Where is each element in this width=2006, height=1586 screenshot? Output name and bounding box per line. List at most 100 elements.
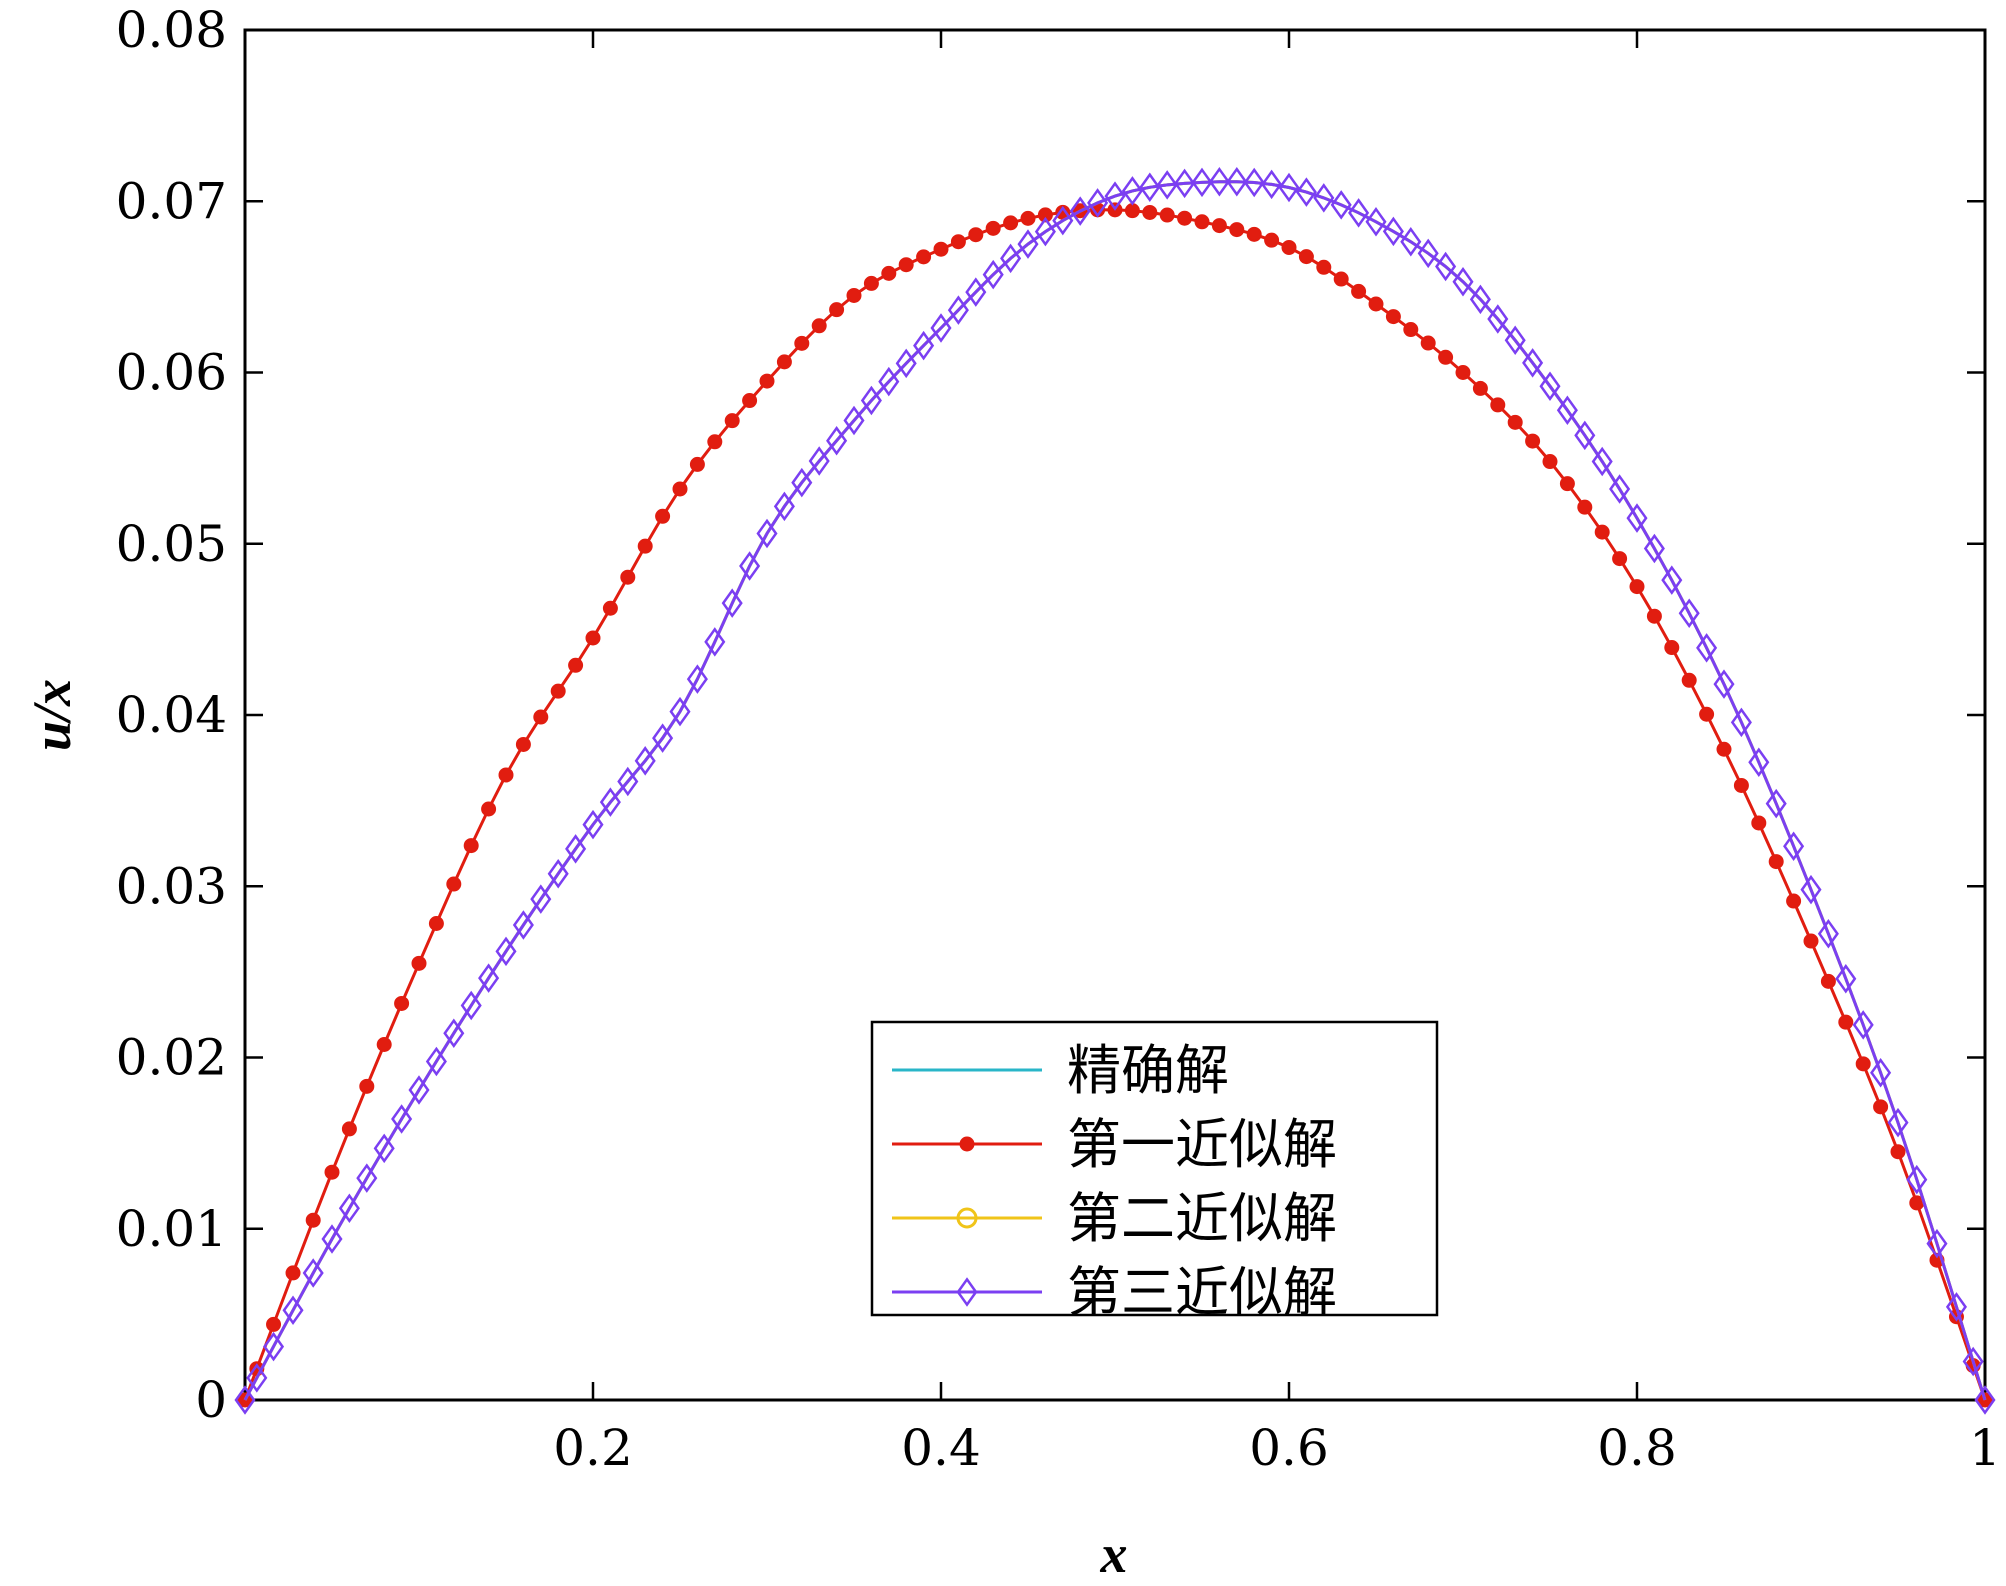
- series-marker: [446, 876, 462, 892]
- series-marker: [324, 1164, 340, 1180]
- series-marker: [1017, 229, 1039, 259]
- series-marker: [881, 265, 897, 281]
- series-marker: [634, 746, 656, 776]
- series-marker: [338, 1193, 360, 1224]
- series-marker: [1678, 598, 1700, 629]
- series-marker: [1800, 874, 1822, 905]
- series-marker: [1873, 1099, 1889, 1115]
- series-marker: [1417, 238, 1439, 269]
- series-line: [243, 180, 1987, 1401]
- series-marker: [302, 1258, 324, 1288]
- series-marker: [672, 481, 688, 497]
- series-marker: [1142, 204, 1158, 220]
- series-marker: [652, 723, 674, 753]
- series-marker: [1452, 266, 1474, 297]
- series-marker: [1733, 777, 1749, 793]
- series-marker: [1226, 166, 1248, 197]
- series-marker: [1522, 348, 1544, 378]
- y-tick-label: 0.02: [116, 1029, 227, 1087]
- series-marker: [1504, 325, 1526, 356]
- series-marker: [1906, 1164, 1928, 1195]
- series-marker: [1556, 395, 1578, 426]
- series-marker: [916, 249, 932, 265]
- series-marker: [515, 736, 531, 752]
- series-marker: [1313, 183, 1335, 213]
- legend-item: 第一近似解: [892, 1113, 1337, 1176]
- y-tick-label: 0.06: [116, 344, 227, 402]
- legend-label: 第三近似解: [1067, 1261, 1337, 1324]
- series-marker: [1159, 207, 1175, 223]
- series-marker: [1559, 476, 1575, 492]
- series-marker: [968, 227, 984, 243]
- series-marker: [756, 518, 778, 549]
- series-marker: [1646, 608, 1662, 624]
- y-axis: 0 0.01 0.02 0.03 0.04 0.05 0.06 0.07 0.08: [116, 1, 1985, 1429]
- series-marker: [359, 1078, 375, 1094]
- series-marker: [1003, 215, 1019, 231]
- legend-item: 第二近似解: [892, 1187, 1337, 1250]
- series-marker: [1768, 854, 1784, 870]
- series-marker: [1455, 365, 1471, 380]
- series-marker: [1820, 973, 1836, 989]
- series-marker: [1765, 788, 1787, 819]
- series-marker: [1664, 640, 1680, 656]
- series-marker: [1438, 349, 1454, 365]
- series-marker: [1730, 707, 1752, 738]
- y-tick-label: 0.07: [116, 172, 227, 230]
- series-marker: [808, 446, 830, 476]
- series-marker: [637, 538, 653, 554]
- series-marker: [282, 1295, 304, 1326]
- series-marker: [305, 1212, 321, 1228]
- series-marker: [1435, 251, 1457, 282]
- series-marker: [1612, 551, 1628, 567]
- series-4: [234, 166, 1996, 1415]
- series-marker: [1037, 207, 1053, 223]
- series-marker: [1525, 433, 1541, 449]
- legend-label: 第二近似解: [1067, 1187, 1337, 1250]
- series-marker: [533, 709, 549, 725]
- series-marker: [463, 838, 479, 854]
- series-marker: [1330, 190, 1352, 220]
- series-marker: [582, 809, 604, 840]
- series-marker: [1368, 296, 1384, 312]
- series-marker: [428, 916, 444, 932]
- series-marker: [794, 335, 810, 351]
- series-marker: [1400, 227, 1422, 257]
- series-marker: [1490, 397, 1506, 413]
- series-marker: [1403, 322, 1419, 338]
- series-marker: [1261, 169, 1283, 200]
- series-marker: [246, 1363, 268, 1393]
- legend-label: 第一近似解: [1067, 1113, 1337, 1176]
- y-tick-label: 0.04: [116, 686, 227, 744]
- series-marker: [565, 834, 587, 864]
- series-marker: [1208, 167, 1230, 197]
- x-axis: 0.2 0.4 0.6 0.8 1: [553, 30, 2001, 1477]
- series-marker: [602, 600, 618, 616]
- series-marker: [1696, 633, 1718, 663]
- series-marker: [620, 569, 636, 585]
- series-marker: [811, 318, 827, 334]
- series-marker: [1577, 499, 1593, 515]
- series-marker: [1229, 222, 1245, 238]
- y-axis-title: u/x: [22, 679, 82, 751]
- x-tick-label: 0.2: [553, 1419, 633, 1477]
- series-marker: [759, 373, 775, 389]
- series-marker: [1295, 177, 1317, 207]
- series-marker: [1594, 524, 1610, 540]
- series-marker: [530, 884, 552, 914]
- legend-label: 精确解: [1067, 1039, 1229, 1102]
- series-marker: [1870, 1057, 1892, 1088]
- series-marker: [1243, 167, 1265, 198]
- series-marker: [478, 963, 500, 993]
- series-marker: [1574, 420, 1596, 451]
- series-marker: [1156, 170, 1178, 200]
- series-marker: [829, 302, 845, 318]
- series-marker: [1539, 371, 1561, 401]
- series-marker: [686, 664, 708, 694]
- series-2: [237, 202, 1993, 1408]
- series-marker: [1278, 172, 1300, 203]
- series-marker: [773, 491, 795, 522]
- series-marker: [1945, 1292, 1968, 1322]
